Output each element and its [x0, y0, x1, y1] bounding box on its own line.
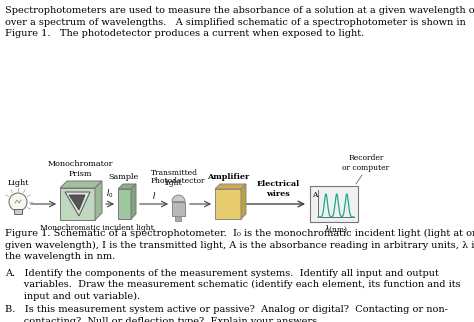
FancyBboxPatch shape	[14, 209, 22, 214]
Text: Monochromator
Prism: Monochromator Prism	[47, 160, 113, 178]
FancyBboxPatch shape	[310, 186, 358, 222]
Polygon shape	[215, 184, 246, 189]
Text: the wavelength in nm.: the wavelength in nm.	[5, 252, 115, 261]
Text: Sample: Sample	[109, 173, 139, 181]
Text: given wavelength), I is the transmitted light, A is the absorbance reading in ar: given wavelength), I is the transmitted …	[5, 241, 474, 250]
Wedge shape	[172, 195, 185, 202]
Text: Monochromatic incident light: Monochromatic incident light	[40, 224, 154, 232]
Polygon shape	[118, 184, 136, 189]
Polygon shape	[215, 189, 241, 219]
Text: Light: Light	[7, 179, 29, 187]
Text: variables.  Draw the measurement schematic (identify each element, its function : variables. Draw the measurement schemati…	[5, 280, 461, 289]
FancyBboxPatch shape	[172, 202, 185, 216]
Polygon shape	[65, 192, 90, 216]
Polygon shape	[131, 184, 136, 219]
Text: Figure 1.   The photodetector produces a current when exposed to light.: Figure 1. The photodetector produces a c…	[5, 29, 364, 38]
Text: input and out variable).: input and out variable).	[5, 291, 140, 301]
Polygon shape	[60, 181, 102, 188]
FancyBboxPatch shape	[175, 216, 181, 221]
Text: Photodetector: Photodetector	[151, 177, 205, 185]
Text: B.   Is this measurement system active or passive?  Analog or digital?  Contacti: B. Is this measurement system active or …	[5, 305, 448, 314]
Text: Electrical
wires: Electrical wires	[256, 180, 300, 198]
Text: Spectrophotometers are used to measure the absorbance of a solution at a given w: Spectrophotometers are used to measure t…	[5, 6, 474, 15]
Polygon shape	[118, 189, 131, 219]
Text: contacting?  Null or deflection type?  Explain your answers.: contacting? Null or deflection type? Exp…	[5, 317, 320, 322]
Polygon shape	[60, 188, 95, 220]
Text: $I$: $I$	[152, 190, 156, 201]
Circle shape	[9, 193, 27, 211]
Text: A: A	[311, 191, 317, 199]
Text: Transmitted
light: Transmitted light	[151, 169, 198, 187]
Text: $\lambda$(nm): $\lambda$(nm)	[324, 224, 348, 235]
Text: Figure 1. Schematic of a spectrophotometer.  I₀ is the monochromatic incident li: Figure 1. Schematic of a spectrophotomet…	[5, 229, 474, 238]
Text: $I_0$: $I_0$	[106, 187, 114, 200]
Text: Recorder
or computer: Recorder or computer	[342, 154, 390, 172]
Text: Amplifier: Amplifier	[207, 173, 249, 181]
Text: over a spectrum of wavelengths.   A simplified schematic of a spectrophotometer : over a spectrum of wavelengths. A simpli…	[5, 17, 466, 26]
Polygon shape	[95, 181, 102, 220]
Polygon shape	[69, 195, 85, 210]
Text: A.   Identify the components of the measurement systems.  Identify all input and: A. Identify the components of the measur…	[5, 269, 439, 278]
Polygon shape	[241, 184, 246, 219]
